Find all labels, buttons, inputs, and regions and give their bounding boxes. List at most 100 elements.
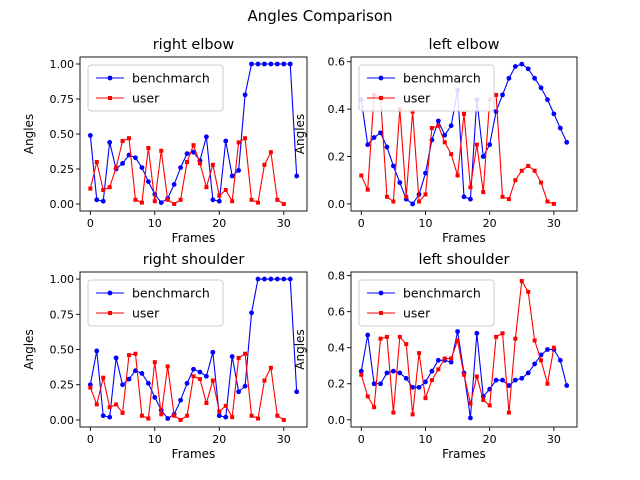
left-elbow-xtick-label: 20 (483, 217, 497, 230)
left-shoulder-user-point (455, 338, 460, 343)
left-elbow-user-point (455, 173, 460, 178)
right-elbow-user-point (249, 197, 254, 202)
left-shoulder-legend-benchmarch-label: benchmarch (403, 286, 481, 301)
left-shoulder-user-point (526, 289, 531, 294)
right-elbow-user-point (139, 200, 144, 205)
right-elbow-xtick-label: 20 (212, 217, 226, 230)
left-shoulder-user-point (551, 345, 556, 350)
left-shoulder-user-point (449, 356, 454, 361)
right-shoulder-user-point (152, 360, 157, 365)
left-shoulder-benchmarch-point (532, 361, 538, 367)
right-shoulder-benchmarch-point (100, 413, 106, 419)
right-shoulder-user-point (94, 402, 99, 407)
left-elbow-benchmarch-point (442, 132, 448, 138)
right-shoulder-user-point (243, 351, 248, 356)
right-shoulder-user-point (217, 409, 222, 414)
right-shoulder-user-point (197, 377, 202, 382)
right-shoulder-user-point (236, 355, 241, 360)
left-elbow-user-point (423, 192, 428, 197)
left-shoulder-user-point (462, 372, 466, 377)
left-shoulder-user-point (474, 374, 479, 379)
right-shoulder-benchmarch-point (255, 276, 261, 282)
left-elbow-benchmarch-point (519, 61, 525, 67)
left-elbow-user-point (404, 194, 409, 199)
right-elbow-benchmarch-point (229, 173, 235, 179)
right-elbow-benchmarch-point (262, 61, 267, 67)
left-shoulder-legend-benchmarch-marker (378, 290, 384, 296)
right-shoulder-legend-box (87, 279, 224, 327)
left-elbow-user-point (359, 173, 364, 178)
right-elbow-user-point (127, 136, 132, 141)
right-elbow-benchmarch-point (281, 61, 287, 67)
right-elbow-legend-box (87, 64, 224, 112)
right-elbow-benchmarch-point (94, 197, 100, 203)
right-shoulder-user-point (262, 378, 267, 383)
right-elbow-benchmarch-point (287, 61, 293, 67)
right-elbow-ytick-label: 0.25 (50, 163, 75, 176)
right-shoulder-benchmarch-point (210, 349, 216, 355)
left-shoulder-benchmarch-point (429, 368, 435, 374)
right-elbow-xtick-label: 10 (148, 217, 162, 230)
right-shoulder-user-point (249, 413, 254, 418)
right-shoulder-user-point (101, 375, 106, 380)
right-shoulder-benchmarch-point (113, 355, 119, 361)
right-elbow-user-point (197, 161, 202, 166)
right-shoulder-benchmarch-point (145, 380, 151, 386)
right-elbow-benchmarch-point (268, 61, 274, 67)
right-shoulder-ytick-label: 0.50 (50, 344, 75, 357)
left-shoulder-benchmarch-point (410, 384, 416, 390)
right-elbow-user-point (223, 188, 228, 192)
right-shoulder-benchmarch-point (223, 414, 229, 420)
right-elbow-user-point (230, 199, 235, 204)
left-elbow-legend-benchmarch-label: benchmarch (403, 71, 481, 86)
left-shoulder-xtick-label: 0 (358, 433, 365, 446)
left-elbow-benchmarch-point (365, 142, 371, 148)
right-shoulder-benchmarch-point (268, 276, 274, 282)
right-shoulder-user-point (223, 403, 228, 408)
right-elbow-benchmarch-point (178, 165, 184, 171)
left-shoulder-benchmarch-point (371, 381, 377, 387)
right-shoulder-user-point (139, 413, 144, 418)
right-elbow-axes: right elbow 0 10 20 30 0.00 0.25 0.50 0.75 1.00 Fr… (22, 37, 308, 245)
right-shoulder-user-point (120, 410, 125, 415)
left-shoulder-benchmarch-point (519, 375, 525, 381)
right-shoulder-ytick-label: 0.75 (50, 308, 75, 321)
left-shoulder-user-point (384, 334, 389, 339)
left-elbow-ylabel: Angles (293, 114, 307, 154)
left-shoulder-legend-user-label: user (403, 306, 431, 321)
left-elbow-benchmarch-point (384, 144, 390, 150)
right-elbow-xtick-label: 0 (87, 217, 94, 230)
left-shoulder-user-point (500, 331, 505, 336)
right-elbow-user-point (88, 186, 93, 191)
left-shoulder-benchmarch-point (500, 377, 505, 383)
right-elbow-user-point (178, 197, 183, 202)
right-elbow-benchmarch-point (242, 92, 248, 98)
left-shoulder-user-point (513, 336, 518, 341)
right-shoulder-benchmarch-point (191, 366, 196, 372)
right-elbow-xlabel: Frames (172, 231, 216, 245)
left-shoulder-ytick-label: 0.0 (328, 414, 346, 427)
left-shoulder-benchmarch-point (474, 330, 480, 336)
right-elbow-user-point (165, 197, 170, 202)
right-shoulder-user-point (204, 401, 209, 406)
right-shoulder-user-point (178, 417, 183, 422)
right-shoulder-user-point (268, 365, 273, 370)
left-shoulder-user-point (372, 405, 377, 410)
left-elbow-benchmarch-point (371, 135, 377, 140)
left-shoulder-benchmarch-point (455, 329, 460, 334)
left-elbow-user-point (519, 168, 524, 173)
right-shoulder-benchmarch-point (165, 416, 171, 421)
left-elbow-benchmarch-point (480, 154, 486, 159)
right-shoulder-benchmarch-point (274, 276, 280, 282)
left-elbow-legend-user-marker (379, 96, 383, 100)
right-shoulder-benchmarch-point (178, 397, 184, 403)
left-shoulder-user-point (436, 367, 441, 372)
right-shoulder-title: right shoulder (143, 252, 245, 268)
left-shoulder-ytick-label: 0.2 (328, 378, 346, 391)
right-elbow-user-point (185, 160, 190, 164)
left-shoulder-benchmarch-point (358, 368, 364, 374)
left-elbow-benchmarch-point (557, 125, 563, 131)
left-shoulder-benchmarch-point (397, 370, 403, 376)
